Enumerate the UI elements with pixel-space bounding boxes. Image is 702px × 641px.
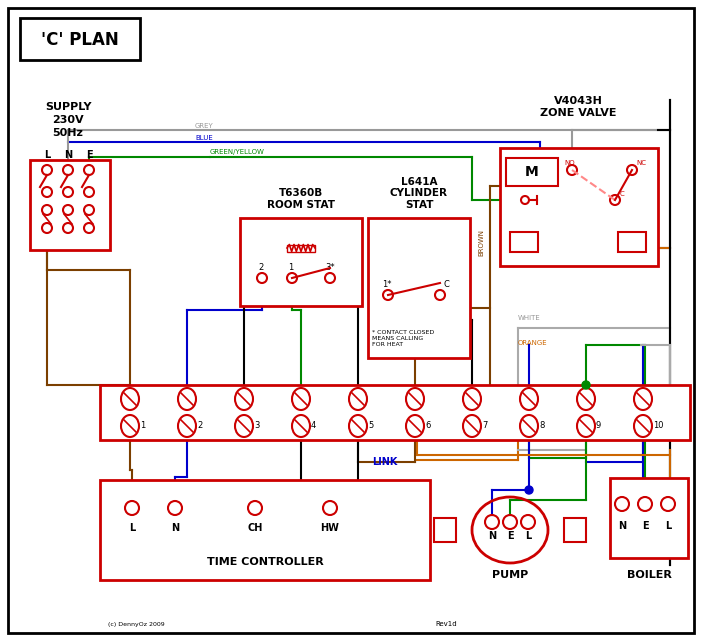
Text: GREY: GREY bbox=[195, 123, 213, 129]
Text: 10: 10 bbox=[653, 422, 663, 431]
Text: SUPPLY
230V
50Hz: SUPPLY 230V 50Hz bbox=[45, 102, 91, 138]
Text: L: L bbox=[665, 521, 671, 531]
Text: C: C bbox=[444, 280, 450, 289]
Text: BROWN: BROWN bbox=[478, 229, 484, 256]
Text: LINK: LINK bbox=[372, 457, 398, 467]
Circle shape bbox=[582, 381, 590, 389]
Text: 1: 1 bbox=[288, 263, 293, 272]
Text: N: N bbox=[488, 531, 496, 541]
FancyBboxPatch shape bbox=[20, 18, 140, 60]
FancyBboxPatch shape bbox=[100, 385, 690, 440]
Bar bbox=[287, 244, 315, 251]
Text: TIME CONTROLLER: TIME CONTROLLER bbox=[206, 557, 324, 567]
Text: M: M bbox=[525, 165, 539, 179]
Text: 3*: 3* bbox=[325, 263, 335, 272]
Text: 2: 2 bbox=[258, 263, 263, 272]
FancyBboxPatch shape bbox=[100, 480, 430, 580]
Text: WHITE: WHITE bbox=[518, 315, 541, 321]
Text: T6360B
ROOM STAT: T6360B ROOM STAT bbox=[267, 188, 335, 210]
Circle shape bbox=[525, 486, 533, 494]
Text: 7: 7 bbox=[482, 422, 487, 431]
Text: 8: 8 bbox=[539, 422, 544, 431]
Text: ORANGE: ORANGE bbox=[518, 340, 548, 346]
Text: L: L bbox=[525, 531, 531, 541]
FancyBboxPatch shape bbox=[618, 232, 646, 252]
Text: 9: 9 bbox=[596, 422, 601, 431]
FancyBboxPatch shape bbox=[610, 478, 688, 558]
FancyBboxPatch shape bbox=[564, 518, 586, 542]
Text: GREEN/YELLOW: GREEN/YELLOW bbox=[210, 149, 265, 155]
FancyBboxPatch shape bbox=[500, 148, 658, 266]
Text: 5: 5 bbox=[368, 422, 373, 431]
Text: L: L bbox=[44, 150, 50, 160]
FancyBboxPatch shape bbox=[506, 158, 558, 186]
Text: 1*: 1* bbox=[382, 280, 392, 289]
Text: L641A
CYLINDER
STAT: L641A CYLINDER STAT bbox=[390, 177, 448, 210]
Text: E: E bbox=[86, 150, 92, 160]
Text: BLUE: BLUE bbox=[195, 135, 213, 141]
Text: NO: NO bbox=[564, 160, 575, 166]
FancyBboxPatch shape bbox=[30, 160, 110, 250]
FancyBboxPatch shape bbox=[240, 218, 362, 306]
FancyBboxPatch shape bbox=[8, 8, 694, 633]
Text: CH: CH bbox=[247, 523, 263, 533]
Text: PUMP: PUMP bbox=[492, 570, 528, 580]
Text: N: N bbox=[64, 150, 72, 160]
Text: NC: NC bbox=[636, 160, 646, 166]
Text: L: L bbox=[129, 523, 135, 533]
FancyBboxPatch shape bbox=[510, 232, 538, 252]
Text: * CONTACT CLOSED
MEANS CALLING
FOR HEAT: * CONTACT CLOSED MEANS CALLING FOR HEAT bbox=[372, 330, 435, 347]
Text: 3: 3 bbox=[254, 422, 259, 431]
Text: (c) DennyOz 2009: (c) DennyOz 2009 bbox=[108, 622, 165, 627]
Text: BOILER: BOILER bbox=[627, 570, 671, 580]
Text: N: N bbox=[618, 521, 626, 531]
Text: 4: 4 bbox=[311, 422, 316, 431]
Text: 1: 1 bbox=[140, 422, 145, 431]
FancyBboxPatch shape bbox=[434, 518, 456, 542]
Text: Rev1d: Rev1d bbox=[435, 621, 456, 627]
Text: C: C bbox=[620, 191, 625, 197]
FancyBboxPatch shape bbox=[368, 218, 470, 358]
Text: 2: 2 bbox=[197, 422, 202, 431]
Text: HW: HW bbox=[321, 523, 340, 533]
Text: N: N bbox=[171, 523, 179, 533]
Text: E: E bbox=[507, 531, 513, 541]
Text: E: E bbox=[642, 521, 649, 531]
Text: V4043H
ZONE VALVE: V4043H ZONE VALVE bbox=[540, 96, 616, 118]
Text: 6: 6 bbox=[425, 422, 430, 431]
Text: 'C' PLAN: 'C' PLAN bbox=[41, 31, 119, 49]
